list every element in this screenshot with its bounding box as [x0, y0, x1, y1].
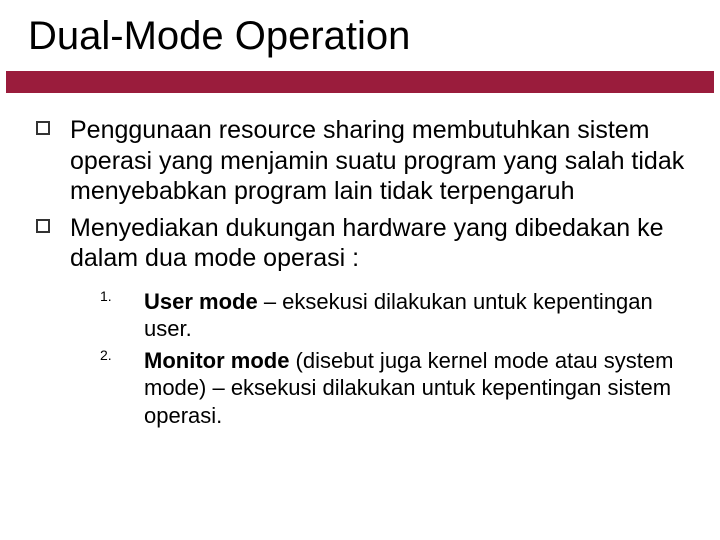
- content-area: Penggunaan resource sharing membutuhkan …: [0, 93, 720, 429]
- numbered-item: 1. User mode – eksekusi dilakukan untuk …: [100, 288, 700, 343]
- square-bullet-icon: [36, 121, 50, 135]
- slide: Dual-Mode Operation Penggunaan resource …: [0, 0, 720, 540]
- number-marker: 2.: [100, 347, 112, 365]
- bullet-text: Penggunaan resource sharing membutuhkan …: [70, 116, 684, 205]
- bullet-text: Menyediakan dukungan hardware yang dibed…: [70, 214, 663, 273]
- numbered-list: 1. User mode – eksekusi dilakukan untuk …: [28, 288, 700, 430]
- page-title: Dual-Mode Operation: [0, 0, 720, 71]
- number-marker: 1.: [100, 288, 112, 306]
- bullet-item: Menyediakan dukungan hardware yang dibed…: [28, 213, 700, 274]
- square-bullet-icon: [36, 219, 50, 233]
- bullet-list: Penggunaan resource sharing membutuhkan …: [28, 115, 700, 274]
- accent-bar: [6, 71, 714, 93]
- bullet-item: Penggunaan resource sharing membutuhkan …: [28, 115, 700, 207]
- numbered-bold: Monitor mode: [144, 348, 289, 373]
- numbered-bold: User mode: [144, 289, 258, 314]
- numbered-item: 2. Monitor mode (disebut juga kernel mod…: [100, 347, 700, 430]
